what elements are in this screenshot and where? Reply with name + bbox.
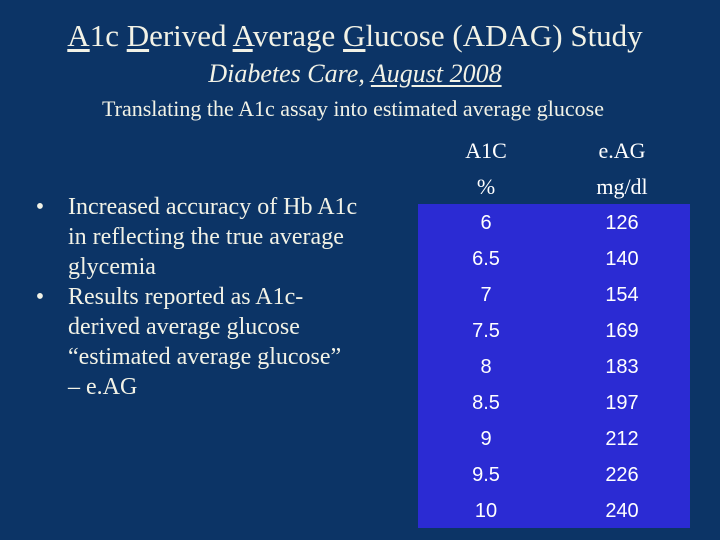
cell-eag: 140 (605, 248, 639, 270)
cell-eag: 169 (605, 320, 639, 342)
journal-name: Diabetes Care, (208, 59, 371, 88)
bullet-line: in reflecting the true average (68, 224, 344, 250)
cell-eag: 197 (605, 392, 639, 414)
title-part-1: 1c (89, 18, 127, 53)
bullet-line: – e.AG (68, 374, 138, 400)
title-letter-a2: A (232, 18, 253, 53)
bullet-line: glycemia (68, 254, 156, 280)
bullet-line: Results reported as A1c- (68, 284, 304, 310)
title-part-2: erived (149, 18, 233, 53)
slide-title: A1c Derived Average Glucose (ADAG) Study (0, 18, 710, 54)
cell-a1c: 6 (480, 212, 492, 234)
header-a1c: A1C (465, 138, 507, 163)
title-letter-g: G (343, 18, 366, 53)
publication-date: August 2008 (370, 59, 502, 88)
bullet-line: Increased accuracy of Hb A1c (68, 194, 358, 220)
cell-eag: 212 (605, 428, 639, 450)
title-letter-a: A (67, 18, 90, 53)
bullet-item-accuracy: • Increased accuracy of Hb A1c in reflec… (30, 192, 410, 282)
cell-a1c: 6.5 (472, 248, 500, 270)
cell-eag: 226 (605, 464, 639, 486)
cell-a1c: 9 (480, 428, 492, 450)
cell-eag: 240 (605, 500, 639, 522)
slide-tagline: Translating the A1c assay into estimated… (101, 96, 604, 121)
header-eag-unit: mg/dl (596, 174, 648, 199)
header-a1c-unit: % (476, 174, 496, 199)
cell-a1c: 10 (474, 500, 498, 522)
cell-a1c: 8 (480, 356, 492, 378)
title-letter-d: D (126, 18, 150, 53)
header-eag: e.AG (598, 138, 646, 163)
title-part-3: verage (252, 18, 344, 53)
bullet-line: “estimated average glucose” (68, 344, 342, 370)
bullet-marker: • (35, 284, 45, 310)
cell-eag: 126 (605, 212, 639, 234)
cell-a1c: 7 (480, 284, 492, 306)
cell-eag: 154 (605, 284, 639, 306)
conversion-table: A1C e.AG % mg/dl 6 126 6.5 140 7 154 7.5 169 8 18… (418, 132, 690, 528)
slide-subtitle: Diabetes Care, August 2008 (0, 58, 710, 90)
bullet-list: • Increased accuracy of Hb A1c in reflec… (30, 192, 410, 402)
title-part-4: lucose (ADAG) Study (365, 18, 643, 53)
cell-eag: 183 (605, 356, 639, 378)
table-header-band (418, 132, 690, 204)
cell-a1c: 9.5 (472, 464, 500, 486)
bullet-line: derived average glucose (68, 314, 300, 340)
bullet-marker: • (35, 194, 45, 220)
bullet-item-results: • Results reported as A1c- derived avera… (30, 282, 410, 402)
cell-a1c: 8.5 (472, 392, 500, 414)
cell-a1c: 7.5 (472, 320, 500, 342)
